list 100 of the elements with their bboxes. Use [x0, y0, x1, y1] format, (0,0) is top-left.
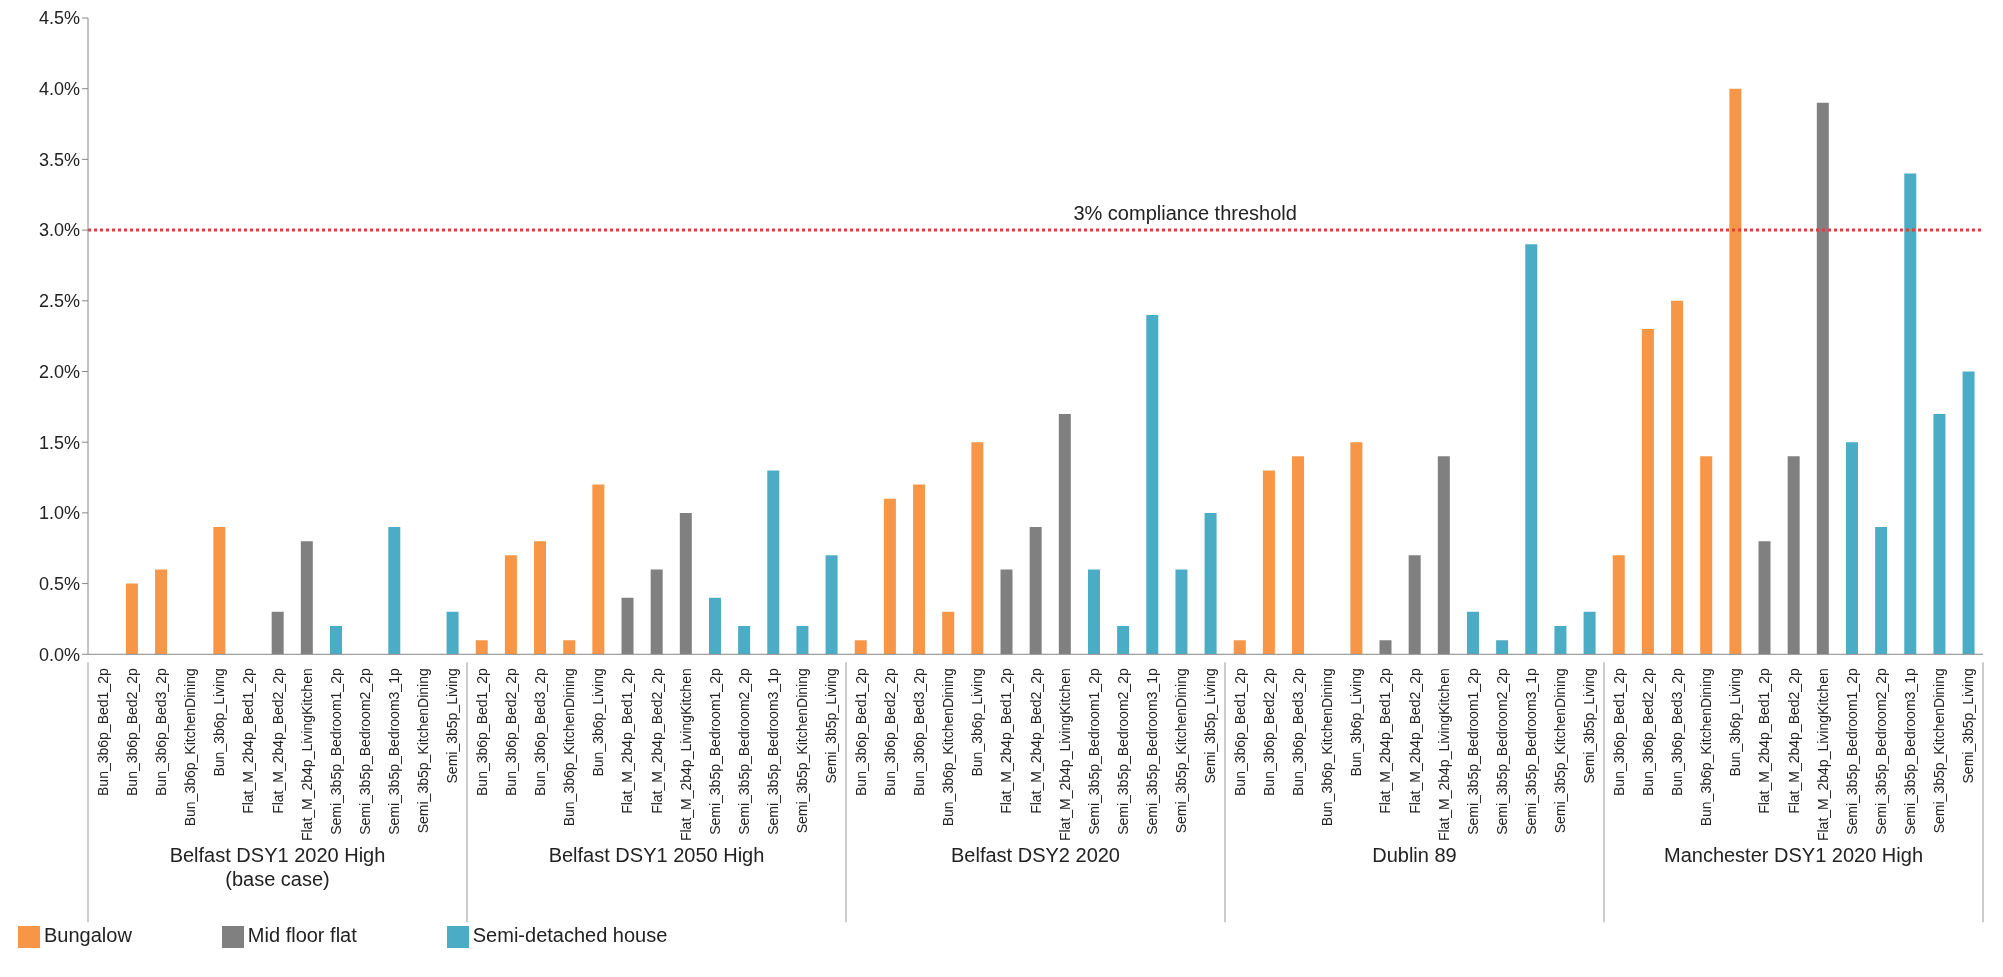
x-tick-label: Flat_M_2b4p_Bed2_2p: [1027, 668, 1044, 814]
bar: [1671, 300, 1684, 655]
x-tick-label: Flat_M_2b4p_Bed1_2p: [998, 668, 1015, 814]
x-tick-label: Semi_3b5p_Bedroom3_1p: [1144, 668, 1161, 835]
bar: [1875, 527, 1888, 655]
bar: [563, 640, 576, 655]
bar: [1087, 569, 1100, 655]
bar: [1496, 640, 1509, 655]
text: Manchester DSY1 2020 High: [1663, 844, 1924, 867]
y-tick-label: 3.0%: [38, 220, 80, 241]
bar: [708, 597, 721, 655]
x-tick-label: Bun_3b6p_Living: [969, 668, 986, 777]
x-tick-label: Semi_3b5p_KitchenDining: [415, 668, 432, 834]
bar: [942, 611, 955, 655]
x-tick-label: Semi_3b5p_Living: [1202, 668, 1219, 784]
x-tick-label: Bun_3b6p_Bed3_2p: [152, 668, 169, 796]
x-tick-label: Semi_3b5p_Bedroom3_1p: [1523, 668, 1540, 835]
x-tick-label: Bun_3b6p_Bed3_2p: [1668, 668, 1685, 796]
x-tick-label: Flat_M_2b4p_Bed2_2p: [648, 668, 665, 814]
text: Dublin 89: [1372, 844, 1457, 867]
x-tick-label: Flat_M_2b4p_Bed2_2p: [1406, 668, 1423, 814]
bar: [1204, 512, 1217, 655]
x-tick-label: Flat_M_2b4p_Bed2_2p: [269, 668, 286, 814]
bar: [1292, 456, 1305, 655]
bar: [592, 484, 605, 655]
bar: [767, 470, 780, 655]
x-tick-label: Semi_3b5p_KitchenDining: [1552, 668, 1569, 834]
bar: [1700, 456, 1713, 655]
x-tick-label: Bun_3b6p_KitchenDining: [182, 668, 199, 827]
x-tick-label: Semi_3b5p_Living: [1960, 668, 1977, 784]
x-tick-label: Semi_3b5p_Bedroom1_2p: [1464, 668, 1481, 835]
bar: [1146, 314, 1159, 655]
x-tick-label: Semi_3b5p_Bedroom3_1p: [765, 668, 782, 835]
bar: [475, 640, 488, 655]
x-tick-label: Semi_3b5p_Bedroom3_1p: [386, 668, 403, 835]
bar: [1583, 611, 1596, 655]
y-tick-label: 0.0%: [38, 644, 80, 665]
x-tick-label: Bun_3b6p_Bed1_2p: [1610, 668, 1627, 796]
bar: [971, 442, 984, 655]
bar: [913, 484, 926, 655]
bar: [1729, 88, 1742, 655]
y-tick-label: 4.5%: [38, 8, 80, 29]
x-tick-label: Bun_3b6p_Bed2_2p: [881, 668, 898, 796]
x-tick-label: Semi_3b5p_Bedroom2_2p: [1872, 668, 1889, 835]
x-tick-label: Flat_M_2b4p_LivingKitchen: [677, 668, 694, 842]
x-tick-label: Bun_3b6p_Bed2_2p: [502, 668, 519, 796]
x-tick-label: Semi_3b5p_Bedroom1_2p: [327, 668, 344, 835]
x-tick-label: Bun_3b6p_KitchenDining: [1319, 668, 1336, 827]
bar: [155, 569, 168, 655]
x-tick-label: Bun_3b6p_Living: [1348, 668, 1365, 777]
bar: [213, 527, 226, 655]
x-tick-label: Bun_3b6p_Bed3_2p: [910, 668, 927, 796]
bar: [329, 626, 342, 655]
bar: [1845, 442, 1858, 655]
x-tick-label: Bun_3b6p_Bed2_2p: [123, 668, 140, 796]
text: Belfast DSY1 2020 High (base case): [169, 844, 386, 891]
x-tick-label: Bun_3b6p_Bed1_2p: [473, 668, 490, 796]
bar: [388, 527, 401, 655]
x-tick-label: Semi_3b5p_Bedroom1_2p: [1843, 668, 1860, 835]
bar: [446, 611, 459, 655]
x-tick-label: Bun_3b6p_Bed3_2p: [1289, 668, 1306, 796]
x-tick-label: Semi_3b5p_Living: [1581, 668, 1598, 784]
y-tick-label: 1.5%: [38, 432, 80, 453]
x-tick-label: Flat_M_2b4p_LivingKitchen: [1435, 668, 1452, 842]
legend-label: Mid floor flat: [247, 924, 357, 947]
bar: [125, 583, 138, 655]
bar: [534, 541, 547, 655]
bar: [1641, 329, 1654, 655]
x-tick-label: Flat_M_2b4p_LivingKitchen: [1814, 668, 1831, 842]
x-tick-label: Semi_3b5p_Living: [444, 668, 461, 784]
y-tick-label: 3.5%: [38, 149, 80, 170]
x-tick-label: Semi_3b5p_KitchenDining: [1173, 668, 1190, 834]
y-tick-label: 2.0%: [38, 361, 80, 382]
legend-label: Bungalow: [44, 924, 132, 947]
x-tick-label: Flat_M_2b4p_Bed1_2p: [1756, 668, 1773, 814]
x-tick-label: Flat_M_2b4p_LivingKitchen: [298, 668, 315, 842]
y-tick-label: 1.0%: [38, 503, 80, 524]
bar: [1466, 611, 1479, 655]
x-tick-label: Flat_M_2b4p_Bed2_2p: [1785, 668, 1802, 814]
bar: [1962, 371, 1975, 655]
bar: [883, 498, 896, 655]
bar: [1933, 413, 1946, 655]
bar: [1175, 569, 1188, 655]
bar: [504, 555, 517, 655]
text: Belfast DSY2 2020: [951, 844, 1120, 867]
text: Belfast DSY1 2050 High: [548, 844, 765, 867]
bar: [1350, 442, 1363, 655]
y-tick-label: 0.5%: [38, 573, 80, 594]
x-tick-label: Semi_3b5p_Bedroom2_2p: [1493, 668, 1510, 835]
x-tick-label: Bun_3b6p_KitchenDining: [1698, 668, 1715, 827]
x-tick-label: Bun_3b6p_Bed1_2p: [852, 668, 869, 796]
bar: [825, 555, 838, 655]
bar: [1262, 470, 1275, 655]
ref-line-label: 3% compliance threshold: [1073, 202, 1297, 225]
y-tick-label: 2.5%: [38, 291, 80, 312]
x-tick-label: Bun_3b6p_Bed1_2p: [1231, 668, 1248, 796]
x-tick-label: Semi_3b5p_KitchenDining: [794, 668, 811, 834]
x-tick-label: Flat_M_2b4p_Bed1_2p: [619, 668, 636, 814]
bar: [1117, 626, 1130, 655]
bar: [738, 626, 751, 655]
